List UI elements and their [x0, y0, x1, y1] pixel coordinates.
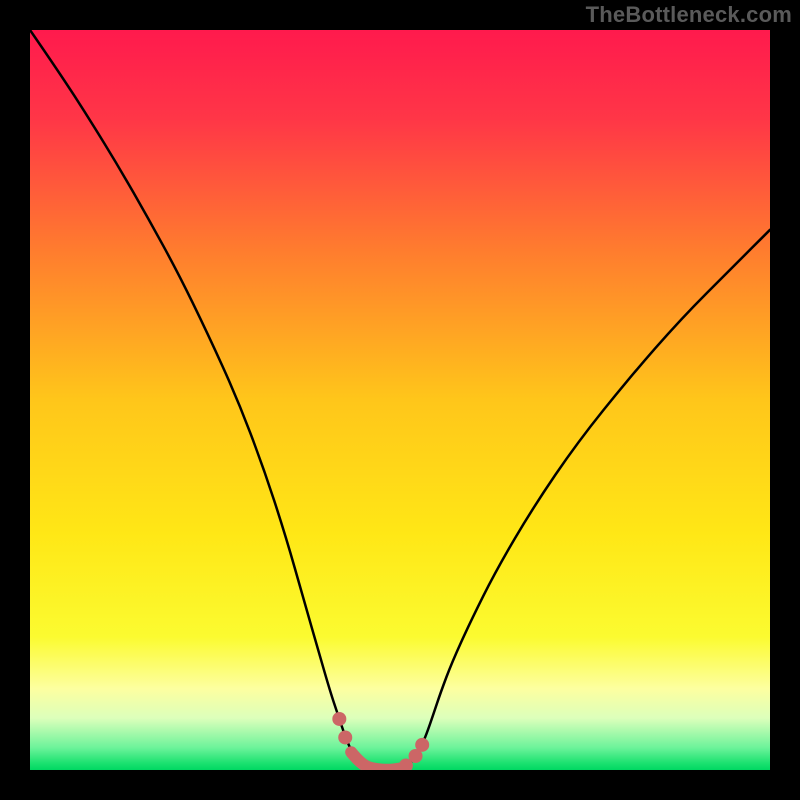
watermark-text: TheBottleneck.com	[586, 2, 792, 28]
plot-area	[30, 30, 770, 770]
chart-frame: TheBottleneck.com	[0, 0, 800, 800]
highlight-dot	[332, 712, 346, 726]
gradient-background	[30, 30, 770, 770]
bottleneck-chart	[30, 30, 770, 770]
highlight-dot	[338, 730, 352, 744]
highlight-dot	[415, 738, 429, 752]
